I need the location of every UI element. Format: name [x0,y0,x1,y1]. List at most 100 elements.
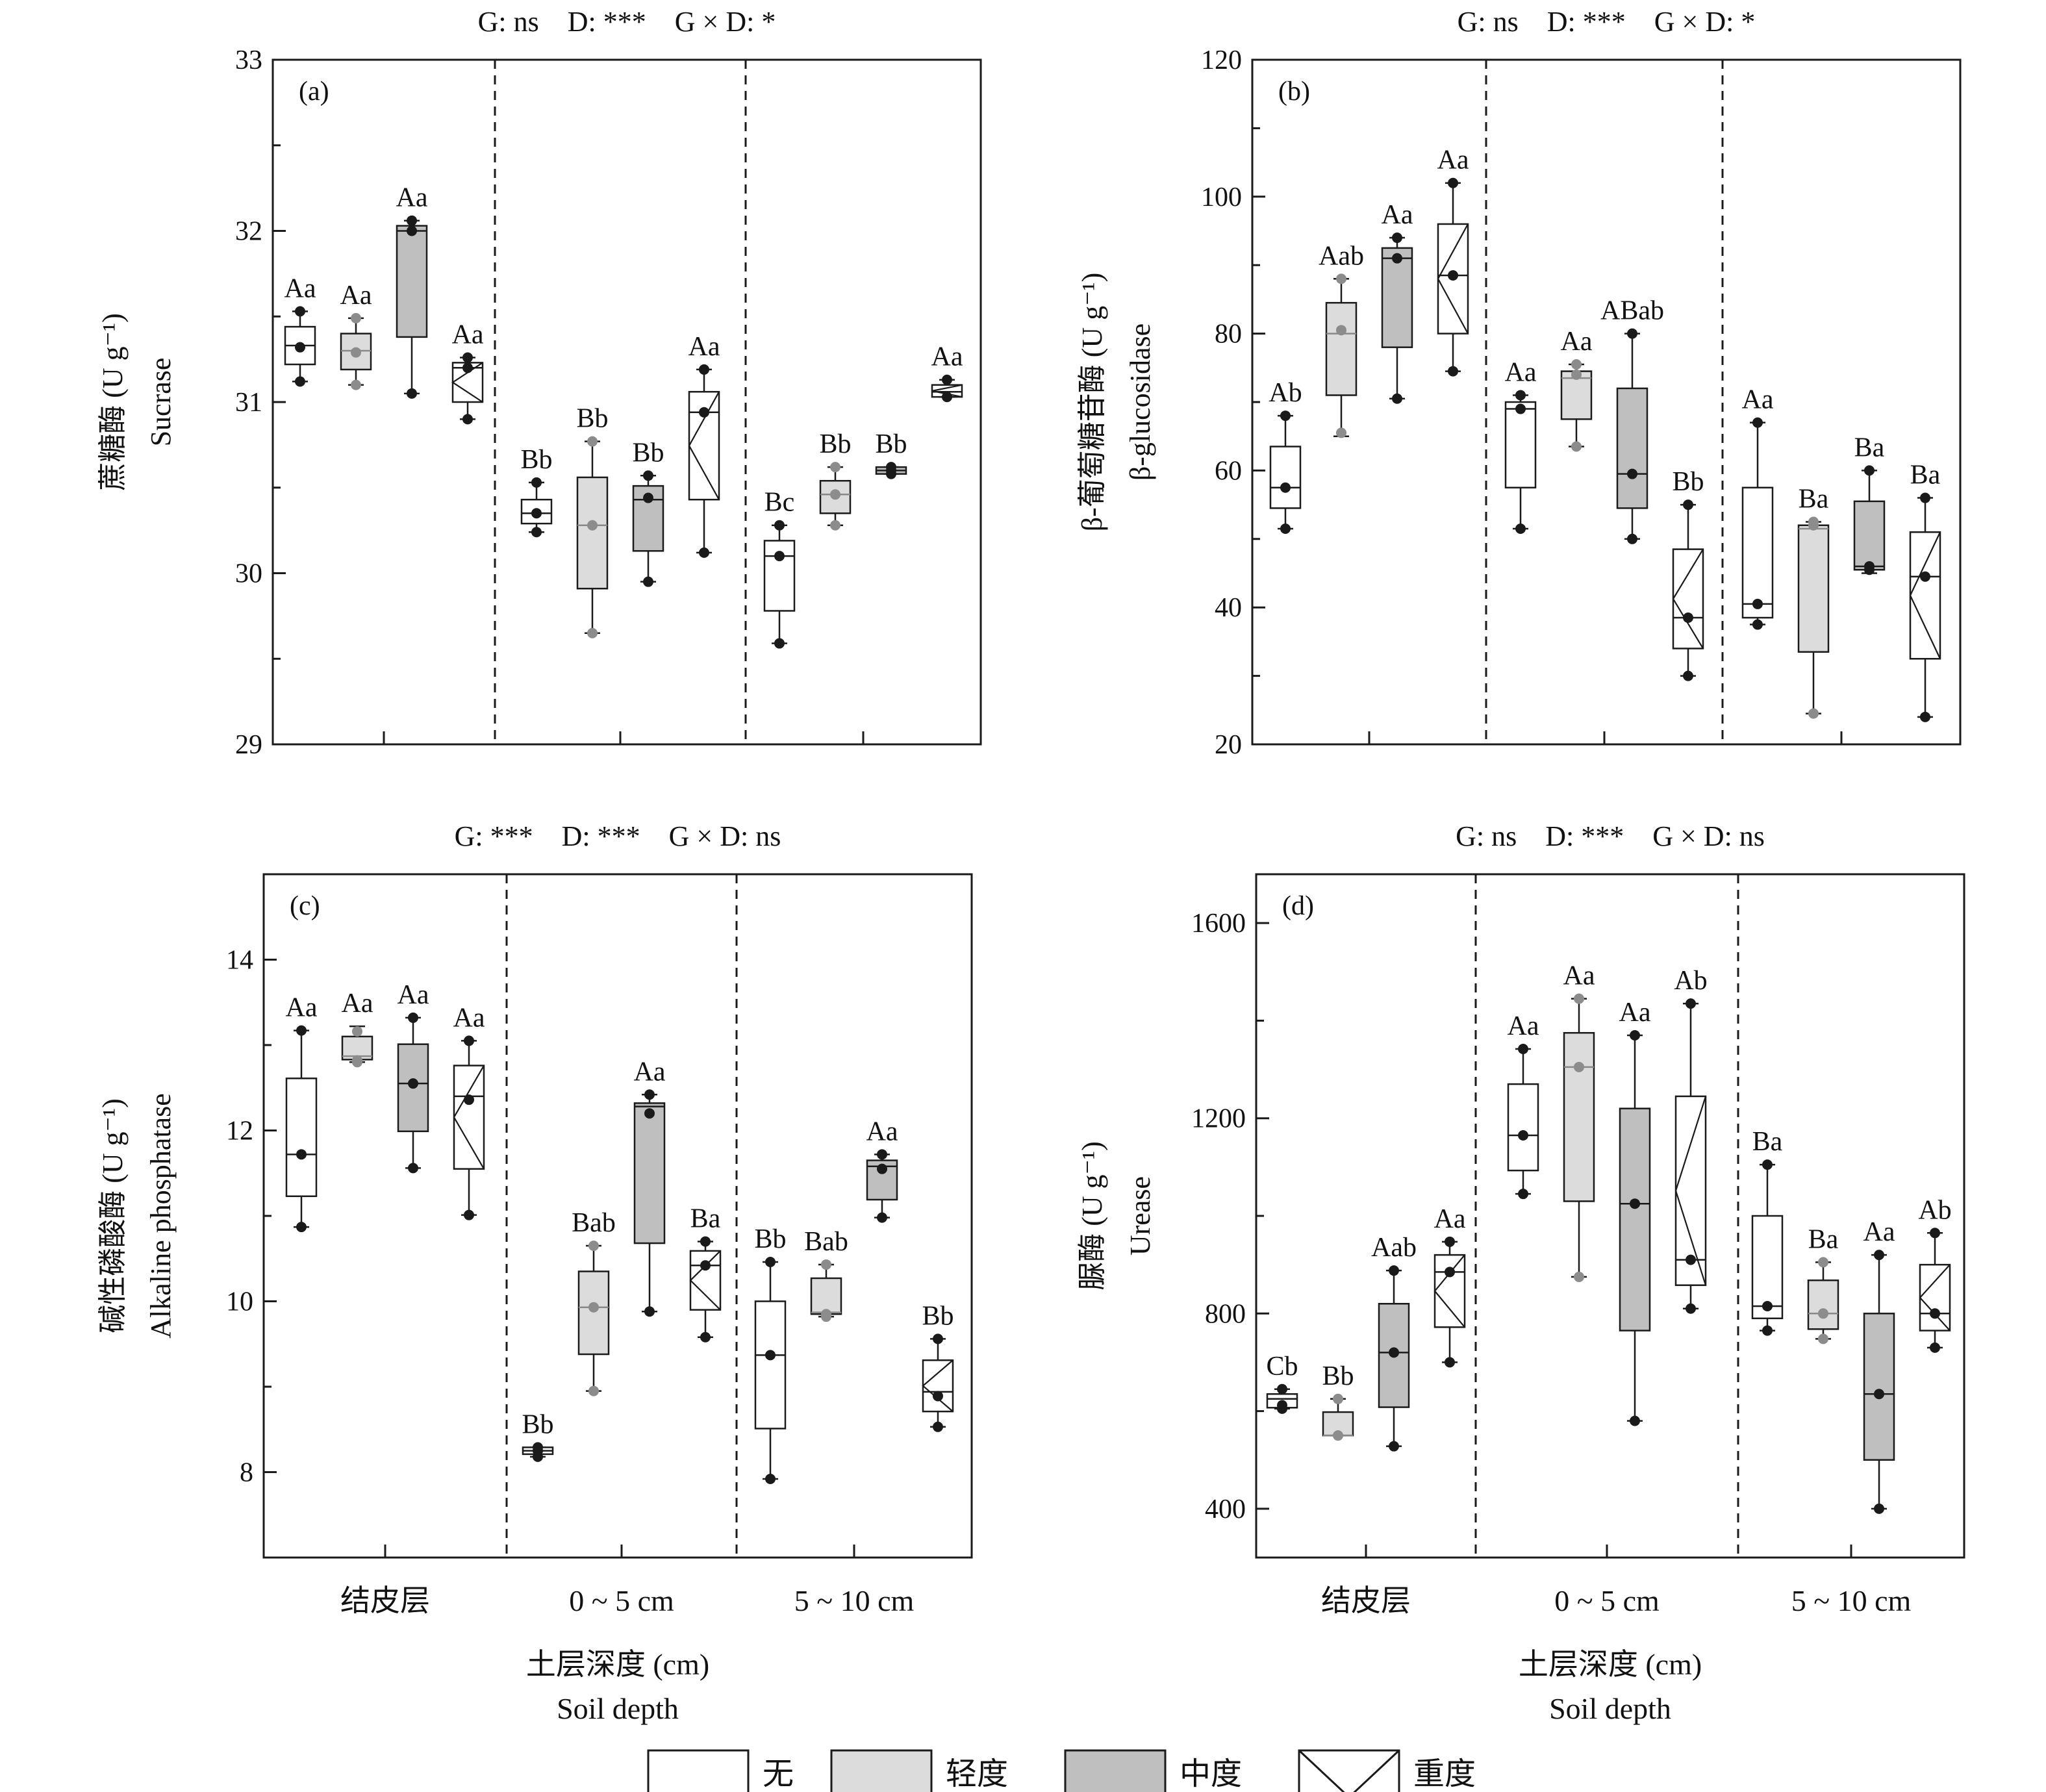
data-point [1518,1189,1528,1200]
plot-frame [272,58,982,746]
data-point [352,1026,362,1037]
box-body [1433,1254,1466,1328]
plot-frame [1251,58,1962,746]
box-无: Aa [1742,385,1774,630]
data-point [1336,427,1346,438]
significance-letter: Aa [866,1117,898,1146]
box-body [576,476,609,590]
box-无: Aa [1507,1011,1539,1200]
x-axis-title-en: Soil depth [1549,1692,1671,1725]
data-point [643,492,653,503]
data-point [464,1035,474,1046]
data-point [1389,1347,1399,1358]
data-point [1277,1403,1287,1414]
box-body [396,225,428,338]
box-无: Aa [1505,357,1537,534]
box-无: Bb [754,1224,787,1485]
data-point [1630,1415,1640,1426]
box-无: Bb [522,1409,554,1462]
significance-letter: Bb [576,404,608,434]
box-body [1381,247,1413,348]
significance-letter: Aa [340,281,372,310]
panel-label: (b) [1278,77,1310,107]
box-body [1269,446,1302,509]
box-无: Bc [763,488,796,649]
y-tick-label: 1600 [1191,909,1246,939]
box-body [1504,401,1537,488]
data-point [1874,1250,1884,1261]
legend-item-中度: 中度 [1064,1749,1242,1792]
box-中度: Bb [875,429,907,479]
box-轻度: Aab [1319,241,1364,438]
box-无: Ab [1269,378,1302,534]
data-point [1515,390,1526,401]
data-point [1574,1271,1584,1282]
box-hatch [1672,549,1704,650]
significance-letter: Bc [764,488,795,518]
y-tick-label: 20 [1215,730,1242,760]
box-重度: Aa [1434,1204,1466,1368]
y-tick-label: 80 [1215,320,1242,349]
box-轻度: Bb [819,429,852,531]
box-body [633,1102,666,1244]
data-point [1445,1357,1455,1368]
data-point [351,312,361,323]
box-无: Aa [284,273,316,387]
significance-letter: Bb [875,429,907,459]
panel-label: (a) [299,77,329,107]
data-point [643,470,653,481]
data-point [587,436,598,447]
y-tick-label: 33 [235,45,262,75]
box-重度: Aa [1437,145,1469,377]
data-point [462,414,473,425]
data-point [588,1385,599,1396]
box-中度: Aa [634,1057,666,1317]
data-point [699,547,709,558]
data-point [933,1391,943,1402]
significance-letter: Ab [1269,378,1302,408]
data-point [1818,1333,1828,1344]
significance-letter: Aa [1508,1011,1539,1041]
data-point [462,362,473,373]
x-group-label: 5 ~ 10 cm [794,1584,915,1617]
box-body [1507,1083,1539,1172]
data-point [464,1094,474,1105]
significance-text: G: ns D: *** G × D: * [1458,6,1756,38]
significance-letter: Aab [1371,1233,1417,1263]
box-body [577,1270,610,1356]
y-axis-title-en: Alkaline phosphatase [145,1093,177,1339]
box-body [1741,486,1774,619]
data-point [1752,417,1763,428]
data-point [1818,1257,1828,1268]
data-point [1920,711,1930,722]
data-point [774,520,785,531]
y-tick-label: 800 [1205,1299,1246,1329]
data-point [1686,1254,1696,1265]
data-point [408,1012,418,1023]
data-point [1277,1383,1287,1394]
box-body [285,1078,318,1198]
data-point [765,1350,776,1361]
data-point [699,407,709,418]
data-point [1571,369,1582,380]
data-point [1333,1430,1343,1441]
box-中度: Bb [632,438,664,587]
significance-letter: Ba [1854,433,1885,462]
box-中度: Aa [398,980,429,1174]
significance-letter: Bb [922,1301,954,1331]
box-body [1909,531,1941,660]
data-point [1392,253,1402,264]
significance-text: G: ns D: *** G × D: ns [1456,820,1765,852]
box-body [1563,1031,1595,1202]
data-point [1574,993,1584,1004]
box-body [810,1277,842,1315]
y-tick-label: 120 [1201,45,1242,75]
box-轻度: Bab [572,1208,616,1396]
data-point [1280,410,1291,422]
box-中度: Aa [1863,1217,1895,1514]
x-axis-title-zh: 土层深度 (cm) [1519,1648,1702,1681]
x-group-label: 5 ~ 10 cm [1791,1584,1912,1617]
box-body [1616,387,1648,509]
data-point [644,1306,655,1317]
box-轻度: Bb [1322,1361,1354,1441]
